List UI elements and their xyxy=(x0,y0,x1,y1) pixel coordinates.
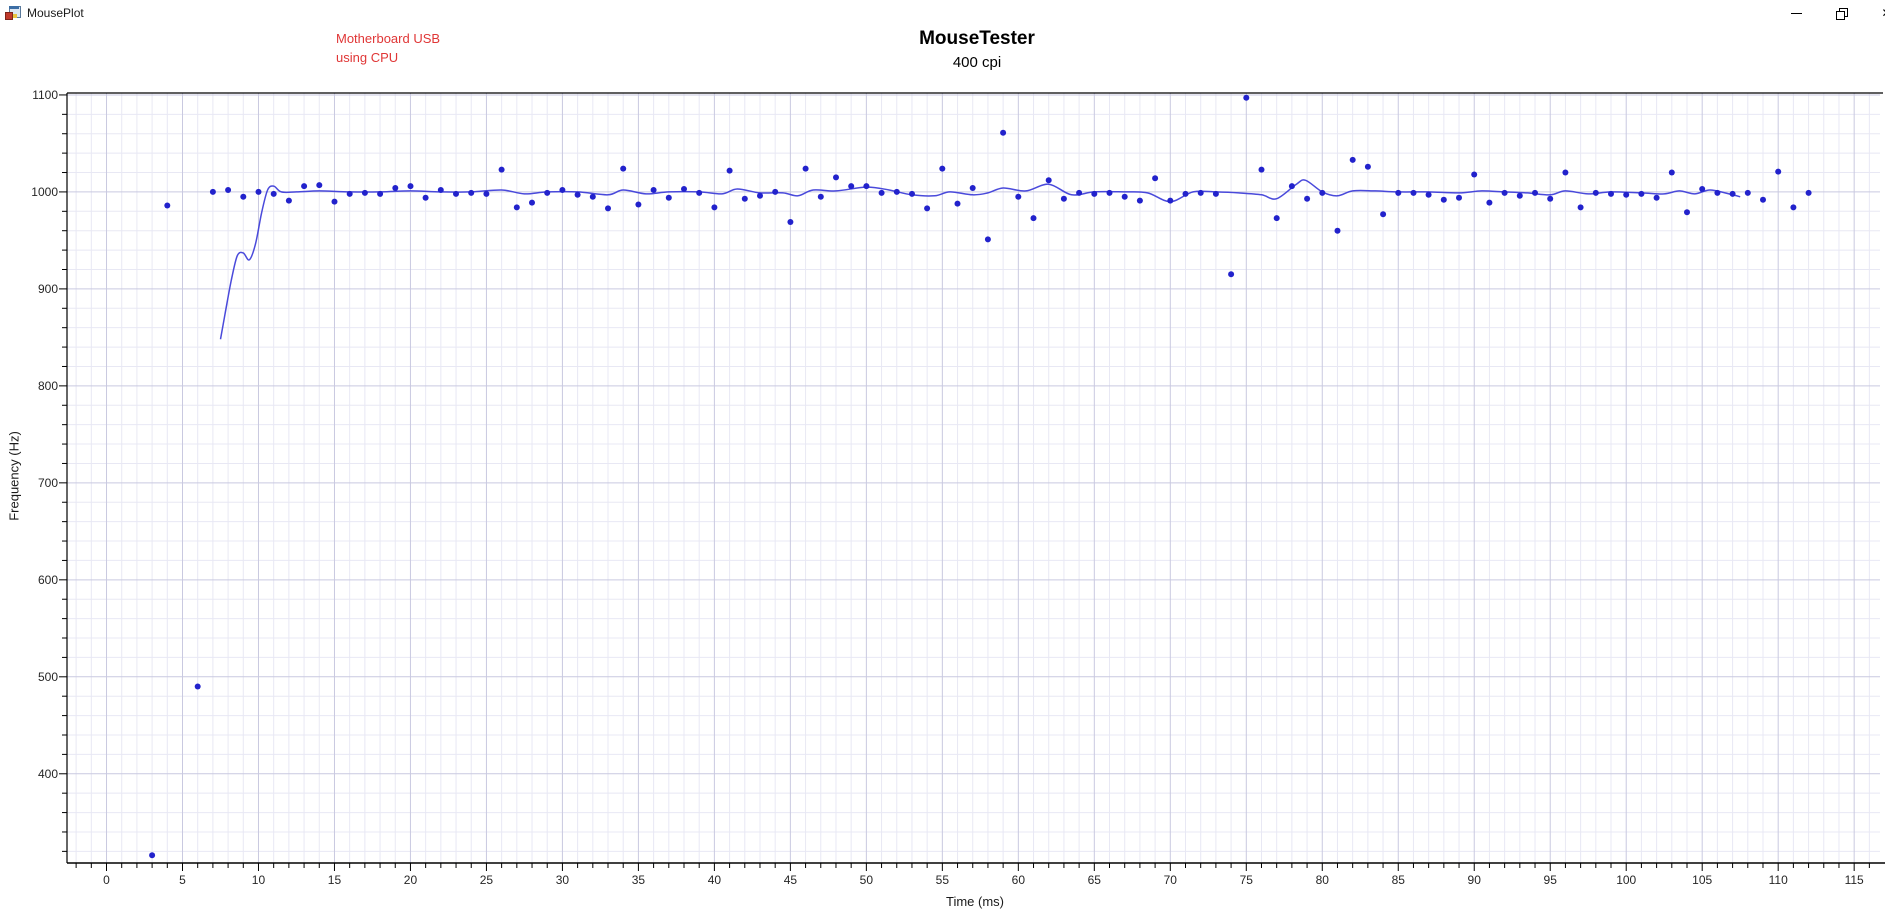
gridlines-major xyxy=(67,93,1880,863)
annotation-line-1: Motherboard USB xyxy=(336,31,441,46)
svg-text:15: 15 xyxy=(328,873,342,887)
app-icon-red-square xyxy=(5,12,13,20)
tick-marks xyxy=(59,94,1870,871)
annotation-line-2: using CPU xyxy=(336,50,399,65)
close-icon: ✕ xyxy=(1881,7,1885,19)
svg-text:40: 40 xyxy=(708,873,722,887)
svg-text:30: 30 xyxy=(556,873,570,887)
svg-text:900: 900 xyxy=(38,282,58,296)
window-controls: ✕ xyxy=(1774,0,1885,26)
svg-text:35: 35 xyxy=(632,873,646,887)
window-title: MousePlot xyxy=(27,6,84,20)
axes xyxy=(66,92,1885,864)
chart-subtitle: 400 cpi xyxy=(952,54,1002,71)
svg-text:0: 0 xyxy=(103,873,110,887)
minimize-button[interactable] xyxy=(1774,0,1819,26)
svg-text:55: 55 xyxy=(936,873,950,887)
restore-button[interactable] xyxy=(1819,0,1864,26)
svg-text:10: 10 xyxy=(252,873,266,887)
svg-text:75: 75 xyxy=(1240,873,1254,887)
svg-text:95: 95 xyxy=(1544,873,1558,887)
svg-text:115: 115 xyxy=(1845,873,1864,887)
chart-annotation: Motherboard USB using CPU xyxy=(336,29,440,67)
restore-down-icon xyxy=(1836,7,1848,20)
chart-title: MouseTester xyxy=(919,28,1035,49)
close-button[interactable]: ✕ xyxy=(1864,0,1885,26)
svg-text:5: 5 xyxy=(179,873,186,887)
minimize-icon xyxy=(1791,12,1802,14)
svg-text:85: 85 xyxy=(1392,873,1406,887)
svg-text:70: 70 xyxy=(1164,873,1178,887)
fit-line xyxy=(219,179,1741,340)
svg-text:1100: 1100 xyxy=(32,88,58,102)
y-axis-title: Frequency (Hz) xyxy=(6,431,22,521)
app-icon-titlebar xyxy=(9,6,19,9)
svg-text:110: 110 xyxy=(1769,873,1788,887)
scatter-points xyxy=(149,94,1812,859)
svg-text:800: 800 xyxy=(38,379,58,393)
svg-text:50: 50 xyxy=(860,873,874,887)
svg-text:100: 100 xyxy=(1616,873,1636,887)
gridlines-minor xyxy=(67,93,1880,863)
x-axis-title: Time (ms) xyxy=(945,894,1005,909)
svg-text:105: 105 xyxy=(1692,873,1712,887)
svg-text:500: 500 xyxy=(38,670,58,684)
svg-text:400: 400 xyxy=(38,767,58,781)
svg-text:60: 60 xyxy=(1012,873,1026,887)
svg-text:80: 80 xyxy=(1316,873,1330,887)
tick-labels: 0 5 10 15 20 25 30 35 40 45 50 55 60 65 70 75 80 85 90 95 10… xyxy=(31,88,1864,887)
svg-text:90: 90 xyxy=(1468,873,1482,887)
svg-text:20: 20 xyxy=(404,873,418,887)
svg-text:700: 700 xyxy=(38,476,58,490)
app-icon-yellow-square xyxy=(13,14,17,18)
svg-text:1000: 1000 xyxy=(31,185,58,199)
titlebar: MousePlot ✕ xyxy=(0,0,1885,26)
app-icon xyxy=(5,6,21,20)
svg-text:600: 600 xyxy=(38,573,58,587)
svg-text:25: 25 xyxy=(480,873,494,887)
svg-text:45: 45 xyxy=(784,873,798,887)
svg-text:65: 65 xyxy=(1088,873,1102,887)
